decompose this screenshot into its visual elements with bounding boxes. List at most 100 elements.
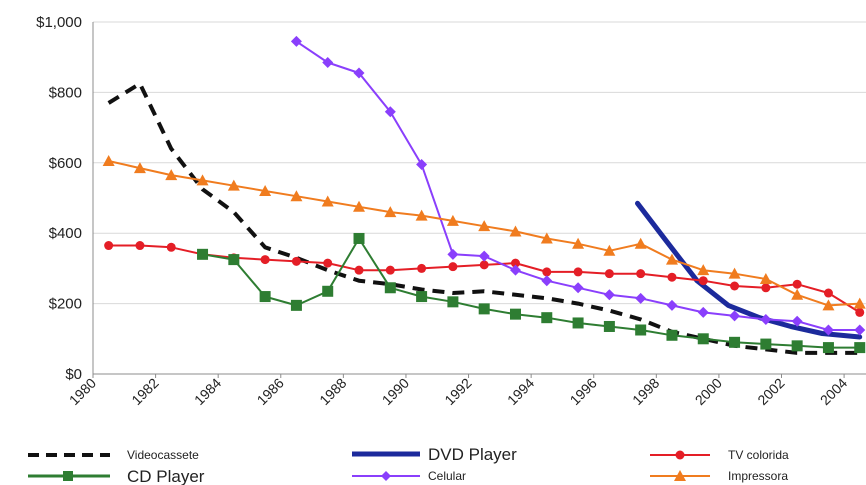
data-point (384, 282, 396, 294)
data-point (666, 299, 678, 311)
data-point (698, 276, 708, 286)
axes (92, 22, 866, 375)
legend-marker-celular (381, 471, 391, 481)
data-point (197, 248, 209, 260)
y-tick-label: $400 (49, 225, 82, 242)
data-point (290, 299, 302, 311)
data-point (384, 106, 396, 118)
data-point (540, 232, 553, 244)
legend-entry-videocassete: Videocassete (28, 448, 199, 462)
data-point (853, 297, 866, 309)
data-point (510, 258, 520, 268)
data-point (697, 306, 709, 318)
data-point (416, 159, 428, 171)
data-point (667, 272, 677, 282)
data-point (385, 265, 395, 275)
data-point (260, 255, 270, 265)
legend-entry-celular: Celular (352, 469, 466, 483)
data-point (478, 303, 490, 315)
data-point (730, 281, 740, 291)
data-point (353, 67, 365, 79)
data-point (791, 340, 803, 352)
data-point (291, 256, 301, 266)
gridlines (93, 21, 866, 305)
x-axis-ticks: 1980 1982 1984 1986 1988 1990 1992 1994 1996 1998… (66, 374, 850, 408)
data-point (102, 155, 115, 167)
series-cd-player (197, 232, 866, 354)
y-tick-label: $200 (49, 296, 82, 313)
data-point (416, 291, 428, 303)
data-point (760, 313, 772, 325)
data-point (196, 174, 209, 186)
legend-marker-tv-colorida (675, 450, 685, 460)
data-point (761, 283, 771, 293)
data-point (634, 237, 647, 249)
data-point (854, 342, 866, 354)
data-point (572, 237, 585, 249)
series-layer (102, 35, 866, 355)
legend-label-celular: Celular (428, 469, 466, 483)
data-point (135, 241, 145, 251)
data-point (822, 299, 835, 311)
data-point (792, 279, 802, 289)
data-point (353, 232, 365, 244)
data-point (290, 190, 303, 202)
data-point (603, 289, 615, 301)
x-tick-label: 1998 (629, 375, 662, 408)
data-point (823, 288, 833, 298)
data-point (166, 242, 176, 252)
x-tick-label: 2002 (754, 375, 787, 408)
x-tick-label: 1982 (128, 375, 161, 408)
legend-entry-impressora: Impressora (650, 469, 788, 483)
data-point (417, 263, 427, 273)
data-point (259, 184, 272, 196)
data-point (822, 342, 834, 354)
data-point (478, 220, 491, 232)
data-point (104, 241, 114, 251)
legend-entry-tv-colorida: TV colorida (650, 448, 789, 462)
data-point (321, 195, 334, 207)
x-tick-label: 1990 (379, 375, 412, 408)
data-point (446, 214, 459, 226)
data-point (822, 324, 834, 336)
x-tick-label: 1984 (191, 375, 224, 408)
data-point (697, 264, 710, 276)
data-point (228, 254, 240, 266)
data-point (697, 333, 709, 345)
data-point (760, 338, 772, 350)
y-tick-label: $600 (49, 155, 82, 172)
x-tick-label: 1988 (316, 375, 349, 408)
series-dvd-player (635, 200, 863, 340)
data-point (509, 225, 522, 237)
data-point (447, 248, 459, 260)
legend-entry-dvd-player: DVD Player (352, 445, 517, 464)
data-point (290, 35, 302, 47)
data-point (541, 312, 553, 324)
x-tick-label: 1992 (441, 375, 474, 408)
x-tick-label: 1994 (504, 375, 537, 408)
legend-label-impressora: Impressora (728, 469, 788, 483)
series-impressora (102, 155, 866, 311)
legend-label-dvd-player: DVD Player (428, 445, 517, 464)
data-point (509, 308, 521, 320)
data-point (448, 262, 458, 272)
legend-marker-impressora (674, 470, 686, 481)
data-point (665, 253, 678, 265)
y-tick-label: $0 (65, 366, 82, 383)
x-tick-label: 1996 (567, 375, 600, 408)
data-point (227, 179, 240, 191)
series-line (201, 237, 861, 349)
legend-label-cd-player: CD Player (127, 467, 205, 485)
data-point (259, 291, 271, 303)
data-point (573, 267, 583, 277)
data-point (572, 317, 584, 329)
legend-marker-cd-player (63, 471, 73, 481)
data-point (854, 324, 866, 336)
data-point (479, 260, 489, 270)
data-point (447, 296, 459, 308)
y-tick-label: $1,000 (36, 14, 82, 31)
data-point (322, 285, 334, 297)
series-line (635, 200, 863, 340)
series-celular (290, 35, 866, 336)
